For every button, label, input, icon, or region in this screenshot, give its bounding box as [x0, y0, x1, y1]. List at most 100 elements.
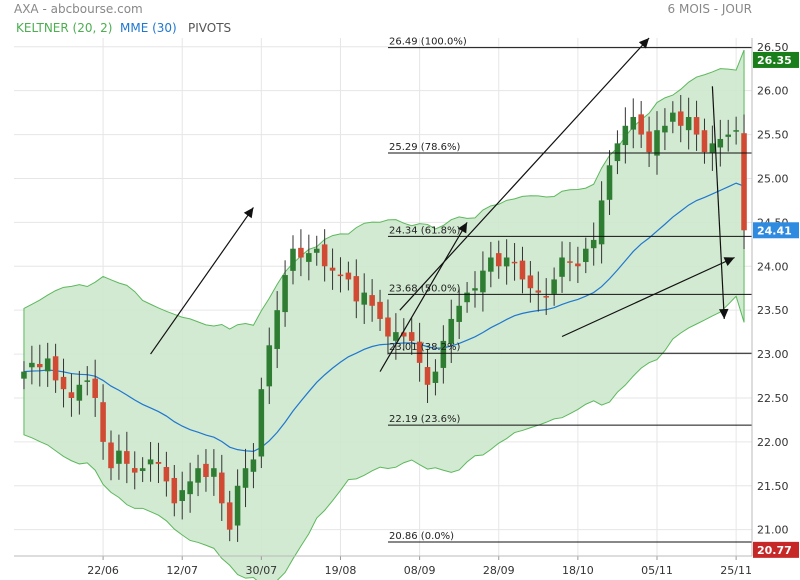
candle-body	[709, 143, 716, 154]
candle-body	[282, 275, 288, 313]
arrow-head	[718, 308, 729, 319]
fib-label: 23.68 (50.0%)	[389, 283, 460, 294]
arrow-head	[638, 38, 650, 49]
fib-label: 20.86 (0.0%)	[389, 531, 454, 542]
x-tick-label: 05/11	[641, 564, 673, 577]
indicator-keltner[interactable]: KELTNER (20, 2)	[16, 21, 112, 35]
keltner-band-area	[23, 49, 745, 580]
candle-body	[662, 125, 668, 133]
candle-body	[306, 253, 312, 262]
candle-body	[551, 279, 557, 294]
candle-body	[195, 468, 201, 483]
keltner-band	[23, 49, 745, 580]
candle-body	[630, 117, 637, 130]
candle-body	[92, 378, 98, 398]
y-tick-label: 21.50	[757, 480, 789, 493]
candle-body	[329, 267, 336, 271]
candle-body	[242, 468, 249, 488]
candle-body	[361, 292, 367, 305]
y-tick-label: 24.00	[757, 260, 789, 273]
candle-body	[76, 384, 83, 401]
candle-body	[313, 248, 320, 253]
indicator-pivots[interactable]: PIVOTS	[188, 21, 231, 35]
candle-body	[52, 356, 59, 381]
candle-body	[353, 276, 360, 302]
candle-body	[503, 257, 510, 267]
y-tick-label: 23.00	[757, 348, 789, 361]
candle-body	[733, 130, 739, 132]
x-tick-label: 08/09	[404, 564, 436, 577]
price-badges: 26.35 24.41 20.77	[753, 51, 799, 558]
candle-body	[226, 502, 233, 530]
candle-body	[717, 138, 724, 148]
candle-body	[464, 292, 470, 303]
trend-line	[150, 207, 254, 355]
candle-body	[614, 143, 621, 162]
indicator-mme[interactable]: MME (30)	[120, 21, 177, 35]
candle-body	[583, 248, 589, 263]
candles	[21, 95, 747, 542]
candle-body	[385, 317, 391, 337]
candle-body	[606, 165, 613, 200]
fib-label: 25.29 (78.6%)	[389, 142, 460, 153]
candle-body	[179, 490, 185, 501]
candle-body	[519, 260, 526, 280]
candle-body	[274, 310, 280, 349]
fib-label: 26.49 (100.0%)	[389, 37, 467, 48]
arrow-head	[457, 222, 468, 234]
candle-body	[670, 112, 676, 122]
x-axis: 22/06 12/07 30/07 19/08 08/09 28/09 18/10 05/11…	[14, 555, 752, 577]
candle-body	[234, 485, 241, 526]
candle-body	[622, 125, 629, 146]
candle-body	[440, 340, 447, 368]
candle-body	[408, 332, 415, 341]
candle-body	[203, 463, 209, 477]
trend-arrows	[150, 37, 735, 372]
y-tick-label: 26.50	[757, 41, 789, 54]
candle-body	[147, 459, 154, 465]
candle-body	[266, 345, 273, 387]
candle-body	[68, 392, 75, 398]
y-tick-label: 25.00	[757, 172, 789, 185]
price-badge-label: 20.77	[757, 544, 792, 557]
y-axis: 21.0021.5022.0022.5023.0023.5024.0024.50…	[751, 38, 789, 556]
candle-body	[21, 371, 27, 379]
candle-body	[258, 389, 265, 457]
candle-body	[693, 117, 700, 135]
x-tick-label: 28/09	[483, 564, 515, 577]
chart-title: AXA - abcbourse.com	[14, 2, 143, 16]
candle-body	[369, 295, 375, 306]
candle-body	[139, 468, 146, 472]
candle-body	[377, 301, 383, 319]
candle-body	[298, 247, 304, 258]
candle-body	[741, 133, 747, 231]
candle-body	[321, 244, 328, 267]
candle-body	[29, 362, 35, 368]
x-tick-label: 19/08	[325, 564, 357, 577]
candle-body	[416, 341, 423, 363]
candle-body	[401, 332, 407, 337]
candle-body	[37, 363, 43, 368]
candle-body	[124, 451, 130, 464]
candle-body	[108, 442, 114, 469]
trend-line	[399, 37, 650, 311]
candle-body	[290, 248, 296, 271]
candle-body	[543, 296, 549, 298]
price-badge	[753, 51, 799, 68]
candle-body	[155, 461, 162, 464]
candle-body	[575, 263, 581, 267]
candle-body	[116, 450, 122, 464]
candle-body	[100, 402, 106, 442]
price-badge	[753, 541, 799, 558]
candle-body	[598, 200, 605, 245]
arrow-head	[723, 257, 735, 266]
candle-body	[219, 472, 225, 504]
candle-body	[559, 257, 565, 277]
candle-body	[131, 468, 138, 473]
candle-body	[646, 131, 652, 153]
x-tick-label: 18/10	[562, 564, 594, 577]
y-tick-label: 26.00	[757, 85, 789, 98]
arrow-head	[243, 207, 254, 219]
period-label: 6 MOIS - JOUR	[668, 2, 752, 16]
candle-body	[701, 130, 708, 153]
